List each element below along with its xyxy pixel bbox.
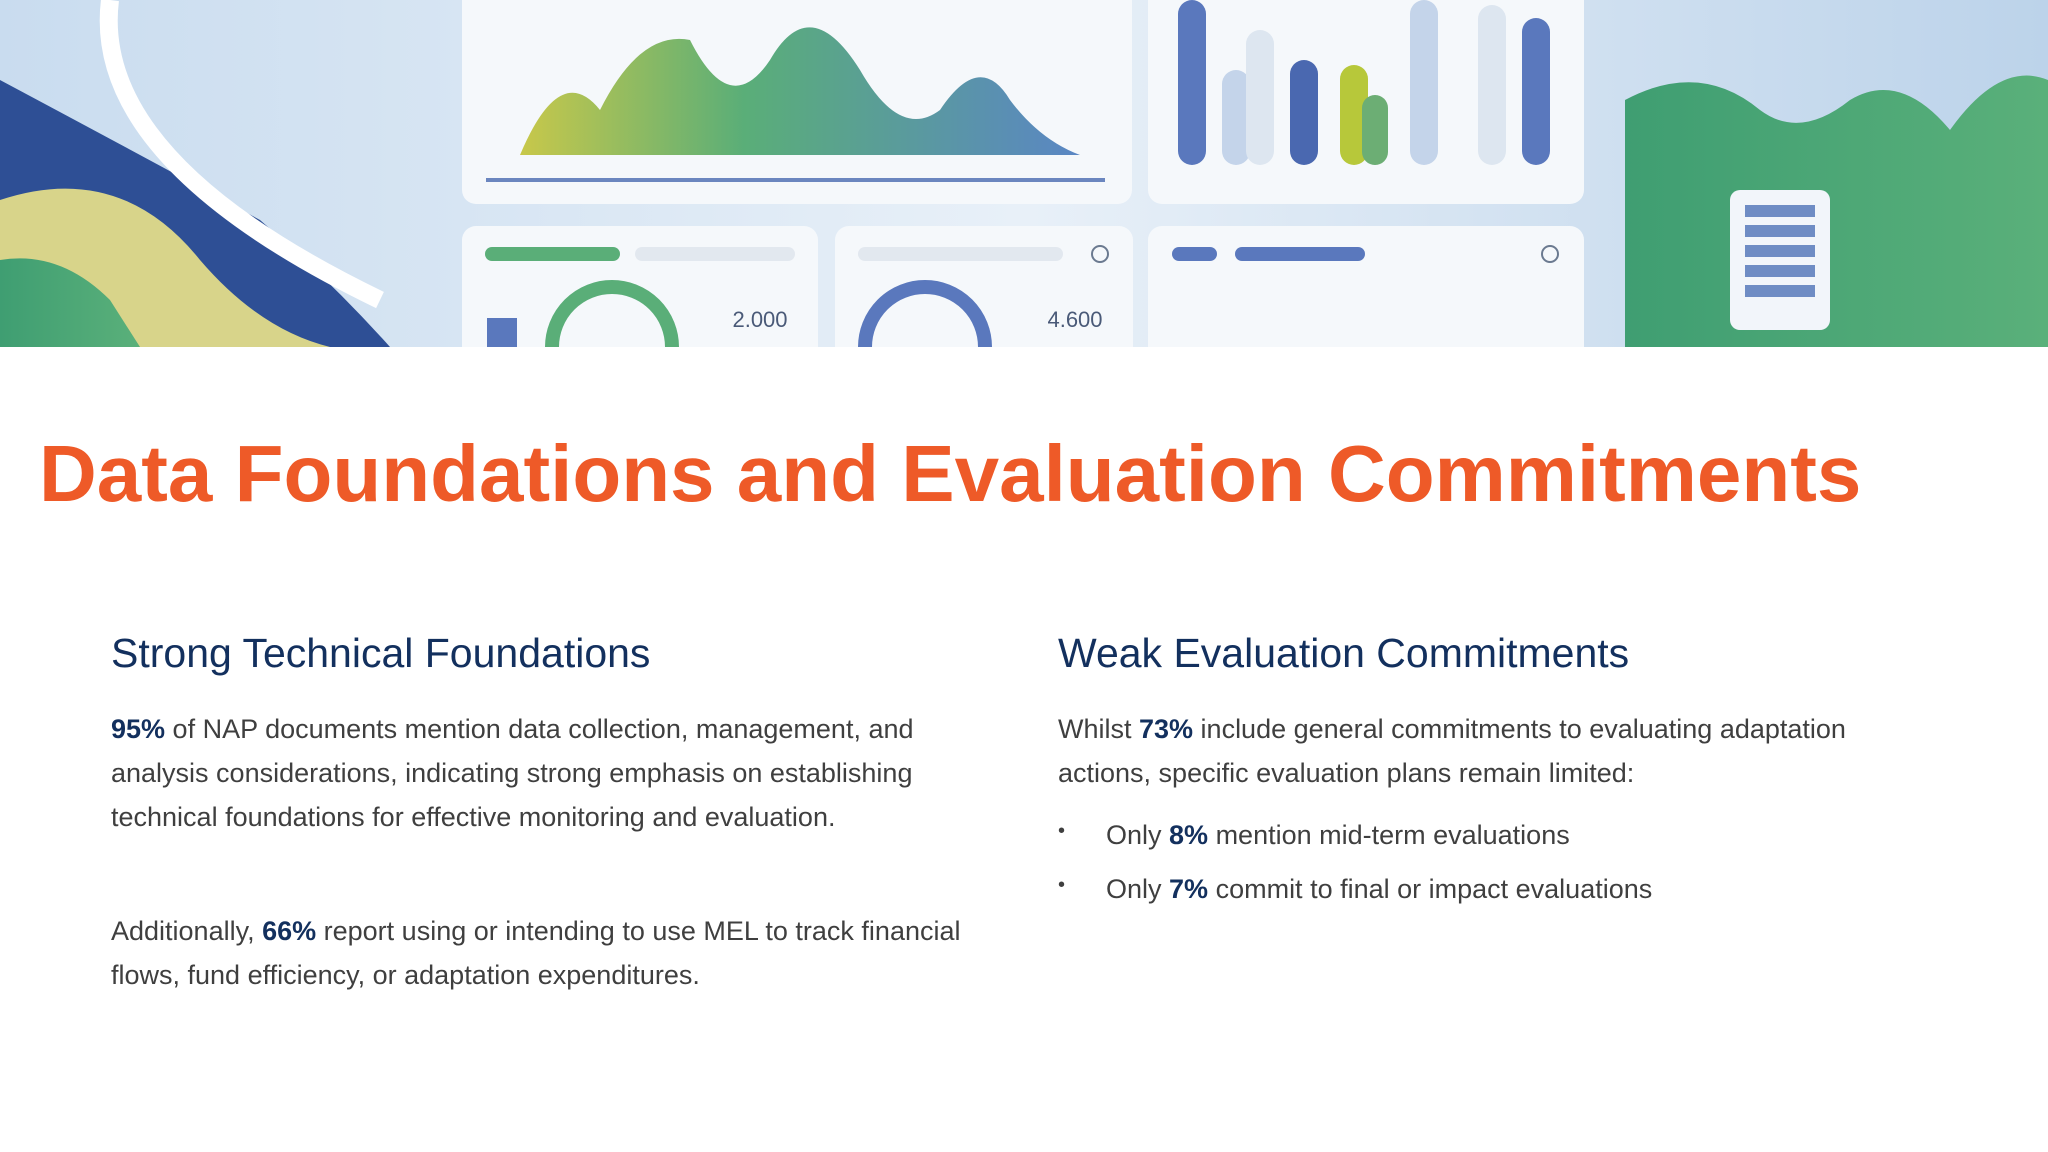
banner-label: 4.600 [1047,307,1102,332]
highlight: 95% [111,714,166,744]
pill [485,247,620,261]
wave [0,258,140,347]
square [487,318,517,347]
column: Weak Evaluation Commitments Whilst 73% in… [1058,630,1938,921]
grid-squares [1745,205,1815,297]
bars [1178,0,1550,165]
text-run: Only [1106,820,1170,850]
column: Strong Technical Foundations 95% of NAP d… [111,630,991,1067]
pill [635,247,795,261]
slide-title: Data Foundations and Evaluation Commitme… [39,429,1862,518]
hill [1625,75,2048,347]
text-run: include general commitments to evaluatin… [1058,714,1846,788]
bullet-item: Only 8% mention mid-term evaluations [1058,809,1938,857]
panel [1148,226,1584,347]
pill [1172,247,1217,261]
dot [1541,245,1559,263]
text-run: Additionally, [111,916,263,946]
text-run: mention mid-term evaluations [1208,820,1570,850]
text-run: Only [1106,874,1170,904]
swoosh [99,0,384,309]
bullet-item: Only 7% commit to final or impact evalua… [1058,863,1938,911]
text-run: report using or intending to use MEL to … [111,916,961,990]
highlight: 66% [262,916,317,946]
text-run: of NAP documents mention data collection… [111,714,914,832]
gauge [858,280,992,347]
highlight: 7% [1169,874,1209,904]
column-heading: Strong Technical Foundations [111,630,651,676]
highlight: 8% [1169,820,1209,850]
bullet-list: Only 8% mention mid-term evaluationsOnly… [1058,809,1938,911]
text-run: Whilst [1058,714,1139,744]
paragraph: Whilst 73% include general commitments t… [1058,707,1938,795]
highlight: 73% [1139,714,1194,744]
pill [1235,247,1365,261]
paragraph: Additionally, 66% report using or intend… [111,909,991,997]
pill [858,247,1063,261]
area-chart [520,27,1080,156]
banner-illustration: 2.000 4.600 [0,0,2048,347]
text-run: commit to final or impact evaluations [1208,874,1653,904]
column-heading: Weak Evaluation Commitments [1058,630,1630,676]
gauge [545,280,679,347]
banner-label: 2.000 [732,307,787,332]
paragraph: 95% of NAP documents mention data collec… [111,707,991,839]
dot [1091,245,1109,263]
